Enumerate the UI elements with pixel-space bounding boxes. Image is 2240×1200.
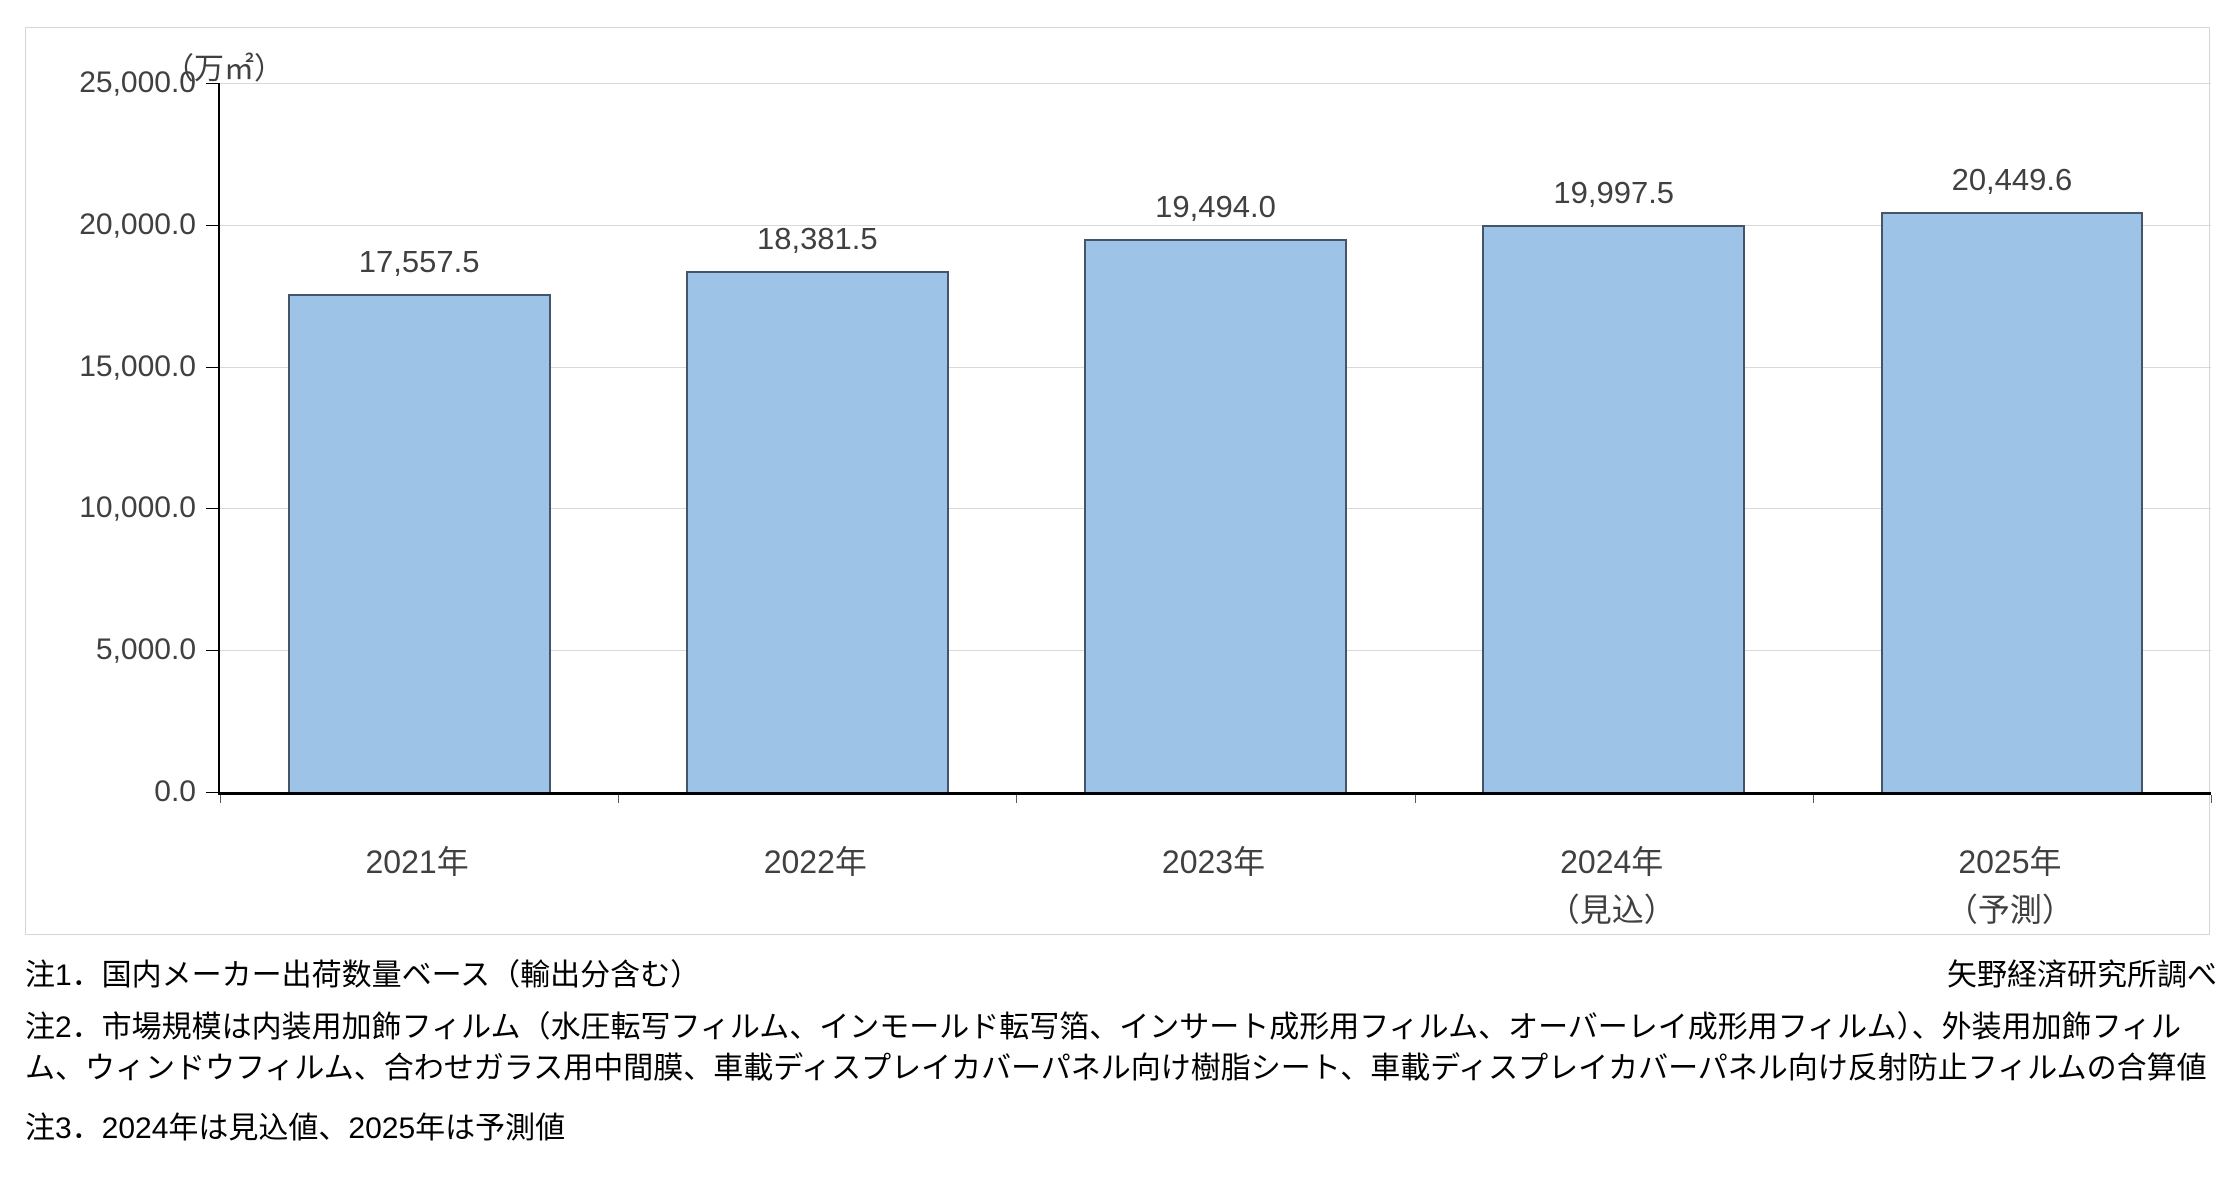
y-axis-tick — [206, 792, 218, 793]
bar-slot-2025年: 20,449.6 — [1813, 83, 2211, 792]
y-axis-tick — [206, 366, 218, 368]
y-axis-tick-label: 25,000.0 — [79, 66, 196, 99]
bar — [287, 294, 551, 792]
note-2: 注2．市場規模は内装用加飾フィルム（水圧転写フィルム、インモールド転写箔、インサ… — [25, 1011, 2207, 1085]
x-axis-tick — [1016, 795, 1018, 803]
x-axis-label-year: 2021年 — [365, 844, 469, 880]
y-axis-tick — [206, 508, 218, 510]
note-1: 注1．国内メーカー出荷数量ベース（輸出分含む） — [25, 959, 701, 992]
gridline — [220, 83, 2211, 84]
bar-slot-2022年: 18,381.5 — [618, 83, 1016, 792]
chart-frame: （万㎡） 0.0 5,000.0 10,000.0 15,000.0 20,000.0 2… — [25, 27, 2212, 935]
plot-area: 0.0 5,000.0 10,000.0 15,000.0 20,000.0 25,000… — [79, 66, 2212, 808]
bar-value-label: 19,997.5 — [1553, 174, 1675, 210]
x-axis-label-qualifier: （見込） — [1547, 892, 1676, 928]
bar-value-label: 18,381.5 — [756, 220, 878, 256]
x-axis-label: 2022年 — [616, 818, 1014, 926]
bar — [685, 270, 949, 792]
y-axis-tick-label: 10,000.0 — [79, 491, 196, 525]
bar — [1880, 212, 2144, 792]
x-axis-label-year: 2022年 — [763, 844, 867, 880]
bar-slot-2024年: 19,997.5 — [1415, 83, 1813, 792]
x-axis-label: 2024年 （見込） — [1413, 818, 1811, 926]
footnotes: 注1．国内メーカー出荷数量ベース（輸出分含む） 矢野経済研究所調べ 注2．市場規… — [25, 950, 2217, 1150]
bar-slot-2021年: 17,557.5 — [220, 83, 618, 792]
x-axis-label-year: 2024年 — [1560, 844, 1664, 880]
bar-series: 17,557.5 18,381.5 19,494.0 19,997.5 20,449.6 — [220, 83, 2211, 792]
x-axis-label: 2023年 — [1014, 818, 1412, 926]
x-axis-label: 2021年 — [218, 818, 616, 926]
bar-slot-2023年: 19,494.0 — [1016, 83, 1414, 792]
y-axis-tick-label: 0.0 — [154, 775, 196, 808]
y-axis-tick-label: 5,000.0 — [95, 633, 196, 667]
y-axis-tick — [206, 224, 218, 226]
bar-value-label: 20,449.6 — [1951, 162, 2073, 198]
y-axis-tick-label: 15,000.0 — [79, 349, 196, 383]
note-3: 注3．2024年は見込値、2025年は予測値 — [25, 1112, 566, 1145]
bar — [1482, 224, 1746, 792]
x-axis-label-year: 2025年 — [1958, 844, 2062, 880]
bar-value-label: 19,494.0 — [1155, 189, 1276, 225]
x-axis-tick — [2211, 795, 2212, 803]
x-axis-tick — [1414, 795, 1416, 803]
x-axis-labels: 2021年 2022年 2023年 2024年 （見込） 2025年 （予測） — [218, 818, 2209, 926]
y-axis-tick-label: 20,000.0 — [79, 207, 196, 241]
gridline — [220, 224, 2211, 226]
x-axis-label: 2025年 （予測） — [1811, 818, 2209, 926]
bar-value-label: 17,557.5 — [358, 244, 480, 280]
y-axis-tick — [206, 83, 218, 84]
source-credit: 矢野経済研究所調べ — [1947, 959, 2217, 992]
x-axis-tick — [220, 795, 221, 803]
x-axis-label-year: 2023年 — [1161, 844, 1266, 880]
bar — [1084, 239, 1347, 792]
x-axis-tick — [1812, 795, 1814, 803]
x-axis-tick — [618, 795, 620, 803]
y-axis-unit-label: （万㎡） — [164, 53, 284, 86]
y-axis-tick — [206, 650, 218, 652]
x-axis-label-qualifier: （予測） — [1945, 892, 2074, 928]
